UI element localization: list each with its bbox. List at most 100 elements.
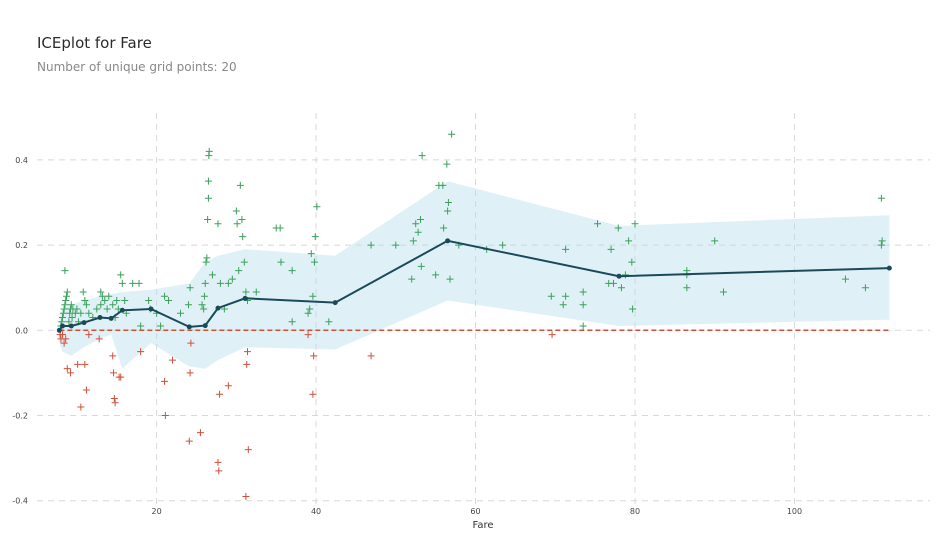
ice-point-positive xyxy=(85,309,93,317)
ice-point-negative xyxy=(62,335,70,343)
ice-point-positive xyxy=(235,267,243,275)
ice-point-positive xyxy=(559,301,567,309)
ice-point-positive xyxy=(157,322,165,330)
pdp-point xyxy=(332,300,338,306)
ice-point-positive xyxy=(101,296,109,304)
ice-point-positive xyxy=(310,258,318,266)
ice-point-positive xyxy=(161,292,169,300)
ice-point-positive xyxy=(61,301,69,309)
confidence-band xyxy=(59,181,890,369)
ice-point-negative xyxy=(81,360,89,368)
ice-point-positive xyxy=(444,198,452,206)
ice-point-positive xyxy=(186,284,194,292)
ice-point-positive xyxy=(448,130,456,138)
ice-point-positive xyxy=(444,207,452,215)
ice-point-negative xyxy=(215,467,223,475)
ice-point-positive xyxy=(103,305,111,313)
ice-point-positive xyxy=(562,245,570,253)
ice-point-positive xyxy=(238,216,246,224)
ice-point-positive xyxy=(841,275,849,283)
ice-point-positive xyxy=(135,279,143,287)
chart-subtitle: Number of unique grid points: 20 xyxy=(37,60,237,74)
ice-point-positive xyxy=(414,228,422,236)
ice-point-positive xyxy=(304,309,312,317)
pdp-point xyxy=(186,324,192,330)
ice-point-negative xyxy=(74,360,82,368)
ice-point-positive xyxy=(214,220,222,228)
ice-point-positive xyxy=(63,292,71,300)
pdp-point xyxy=(108,315,114,321)
ice-point-positive xyxy=(579,322,587,330)
x-tick-label: 40 xyxy=(311,507,321,516)
ice-point-positive xyxy=(240,258,248,266)
ice-point-positive xyxy=(73,305,81,313)
ice-point-negative xyxy=(187,339,195,347)
ice-point-positive xyxy=(440,224,448,232)
ice-point-positive xyxy=(392,241,400,249)
ice-point-positive xyxy=(97,301,105,309)
pdp-point xyxy=(616,273,622,279)
ice-point-positive xyxy=(79,288,87,296)
ice-point-negative xyxy=(110,394,118,402)
x-tick-label: 20 xyxy=(152,507,162,516)
ice-point-positive xyxy=(629,305,637,313)
ice-point-positive xyxy=(63,288,71,296)
ice-point-positive xyxy=(683,267,691,275)
y-tick-label: -0.2 xyxy=(12,412,28,421)
ice-point-positive xyxy=(60,305,68,313)
ice-point-positive xyxy=(200,305,208,313)
ice-point-positive xyxy=(204,194,212,202)
ice-point-positive xyxy=(683,284,691,292)
ice-point-negative xyxy=(161,377,169,385)
ice-point-negative xyxy=(95,335,103,343)
ice-point-positive xyxy=(118,279,126,287)
ice-point-positive xyxy=(313,203,321,211)
ice-point-negative xyxy=(82,386,90,394)
ice-point-positive xyxy=(61,267,69,275)
ice-point-positive xyxy=(200,292,208,300)
pdp-point xyxy=(242,295,248,301)
ice-point-positive xyxy=(113,296,121,304)
ice-point-positive xyxy=(719,288,727,296)
ice-point-negative xyxy=(63,365,71,373)
ice-point-positive xyxy=(311,233,319,241)
pdp-point xyxy=(60,323,66,329)
ice-point-positive xyxy=(547,292,555,300)
ice-point-positive xyxy=(252,288,260,296)
ice-point-positive xyxy=(621,271,629,279)
ice-point-positive xyxy=(325,318,333,326)
ice-point-positive xyxy=(432,271,440,279)
ice-point-positive xyxy=(617,284,625,292)
pdp-point xyxy=(148,306,154,312)
ice-point-negative xyxy=(243,348,251,356)
x-tick-label: 60 xyxy=(470,507,480,516)
y-tick-label: -0.4 xyxy=(12,497,28,506)
ice-point-positive xyxy=(105,292,113,300)
ice-point-positive xyxy=(409,237,417,245)
ice-point-positive xyxy=(77,309,85,317)
ice-point-positive xyxy=(98,292,106,300)
ice-point-positive xyxy=(121,296,129,304)
pdp-point xyxy=(56,327,62,333)
ice-point-positive xyxy=(242,288,250,296)
ice-point-positive xyxy=(306,305,314,313)
ice-point-negative xyxy=(60,339,68,347)
chart-title: ICEplot for Fare xyxy=(37,34,152,52)
ice-point-positive xyxy=(204,177,212,185)
ice-point-positive xyxy=(562,292,570,300)
ice-point-positive xyxy=(579,288,587,296)
ice-point-negative xyxy=(304,331,312,339)
ice-point-negative xyxy=(117,373,125,381)
ice-point-positive xyxy=(288,318,296,326)
ice-point-positive xyxy=(62,296,70,304)
ice-point-negative xyxy=(169,356,177,364)
ice-point-positive xyxy=(67,301,75,309)
x-tick-label: 100 xyxy=(787,507,802,516)
ice-point-positive xyxy=(418,152,426,160)
pdp-point xyxy=(119,307,125,313)
ice-point-positive xyxy=(408,275,416,283)
ice-point-positive xyxy=(203,254,211,262)
ice-point-positive xyxy=(228,275,236,283)
ice-point-positive xyxy=(446,275,454,283)
